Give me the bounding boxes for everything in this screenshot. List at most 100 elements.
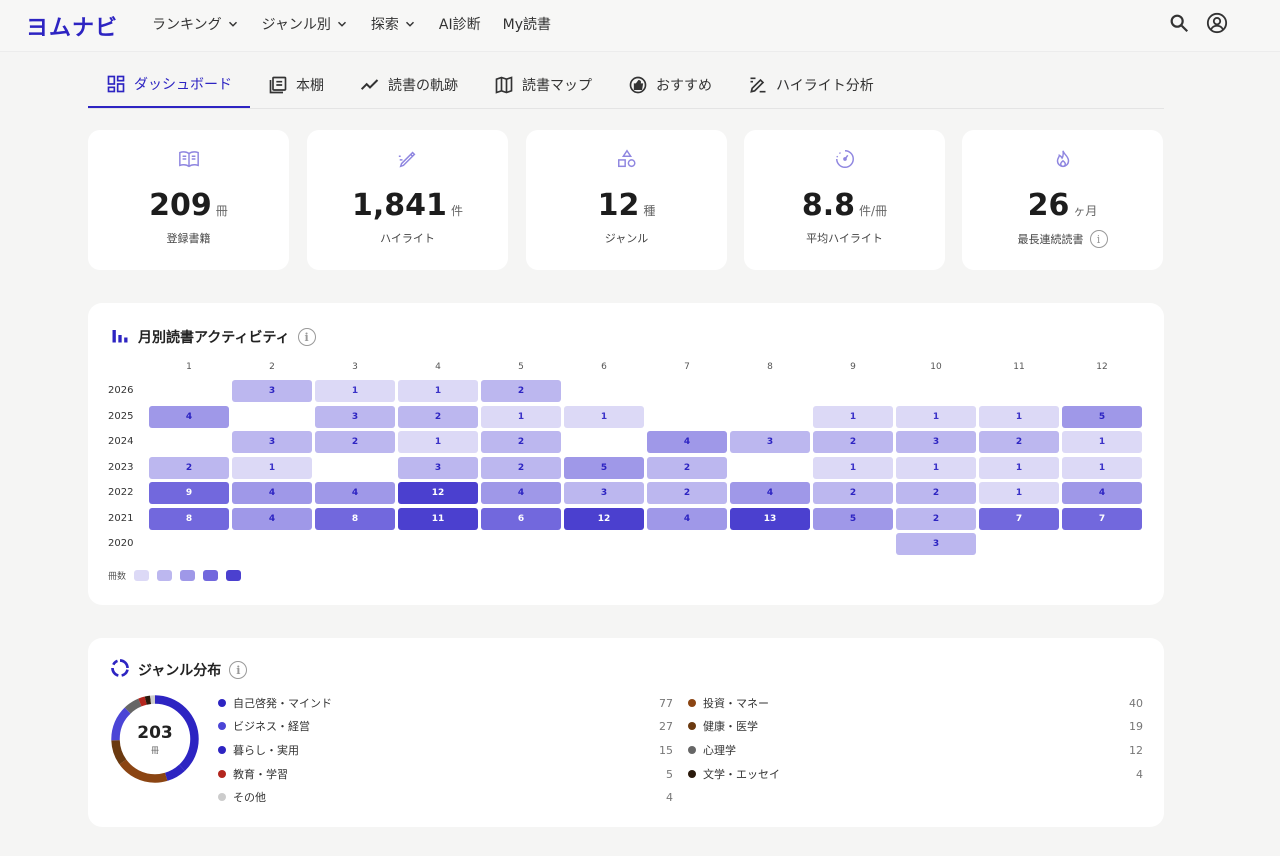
tab-dashboard[interactable]: ダッシュボード bbox=[88, 62, 250, 108]
heatmap-cell[interactable]: 7 bbox=[1062, 507, 1142, 530]
heatmap-cell[interactable]: 1 bbox=[979, 482, 1059, 504]
heatmap-cell[interactable]: 2 bbox=[647, 482, 727, 504]
heatmap-cell[interactable]: 13 bbox=[730, 507, 810, 530]
heatmap-cell[interactable]: 1 bbox=[398, 431, 478, 453]
tab-recommend[interactable]: おすすめ bbox=[610, 62, 730, 108]
heatmap-cell[interactable]: 2 bbox=[481, 380, 561, 402]
nav-ranking[interactable]: ランキング bbox=[152, 14, 240, 34]
info-icon[interactable]: i bbox=[1089, 230, 1108, 248]
heatmap-cell[interactable]: 2 bbox=[481, 456, 561, 479]
heatmap-cell[interactable]: 1 bbox=[979, 405, 1059, 428]
nav-explore[interactable]: 探索 bbox=[371, 14, 417, 34]
stat-card-streak: 26 ヶ月 最長連続読書 i bbox=[962, 130, 1163, 270]
heatmap-cell[interactable]: 1 bbox=[1062, 456, 1142, 479]
heatmap-cell[interactable]: 3 bbox=[232, 380, 312, 402]
donut-slice[interactable] bbox=[111, 695, 199, 783]
heatmap-cell[interactable]: 8 bbox=[149, 507, 229, 530]
heatmap-cell[interactable]: 11 bbox=[398, 507, 478, 530]
heatmap-cell[interactable]: 4 bbox=[730, 482, 810, 504]
heatmap-cell[interactable]: 12 bbox=[564, 507, 644, 530]
info-icon[interactable]: i bbox=[229, 661, 248, 679]
heatmap-cell[interactable]: 1 bbox=[315, 380, 395, 402]
tab-reading-map[interactable]: 読書マップ bbox=[476, 62, 610, 108]
heatmap-cell[interactable]: 4 bbox=[315, 482, 395, 504]
tab-label: ハイライト分析 bbox=[776, 78, 874, 94]
heatmap-cell[interactable]: 1 bbox=[398, 380, 478, 402]
heatmap-cell[interactable]: 2 bbox=[149, 456, 229, 479]
genre-name: 自己啓発・マインド bbox=[233, 697, 332, 710]
heatmap-cell[interactable]: 3 bbox=[896, 533, 976, 555]
nav-label: ジャンル別 bbox=[261, 17, 331, 33]
heatmap-cell[interactable]: 3 bbox=[398, 456, 478, 479]
heatmap-cell[interactable]: 8 bbox=[315, 507, 395, 530]
heatmap-cell[interactable]: 4 bbox=[647, 507, 727, 530]
nav-genre[interactable]: ジャンル別 bbox=[262, 14, 349, 34]
heatmap-cell[interactable]: 4 bbox=[149, 405, 229, 428]
tab-label: 本棚 bbox=[296, 78, 324, 94]
heatmap-cell[interactable]: 5 bbox=[564, 456, 644, 479]
genre-title: ジャンル分布 i bbox=[110, 658, 248, 682]
heatmap-cell[interactable]: 2 bbox=[979, 431, 1059, 453]
heatmap-cell[interactable]: 1 bbox=[232, 456, 312, 479]
genre-item: 健康・医学 19 bbox=[688, 717, 1143, 735]
tab-reading-trail[interactable]: 読書の軌跡 bbox=[342, 62, 476, 108]
tab-bookshelf[interactable]: 本棚 bbox=[250, 62, 342, 108]
search-icon[interactable] bbox=[1168, 12, 1190, 34]
heatmap-cell[interactable]: 2 bbox=[896, 507, 976, 530]
heatmap-cell[interactable]: 4 bbox=[481, 482, 561, 504]
dashboard-tabs: ダッシュボード 本棚 読書の軌跡 読書マップ おすすめ ハイライト分析 bbox=[88, 62, 1164, 109]
heatmap-cell[interactable]: 3 bbox=[896, 431, 976, 453]
heatmap-cell[interactable]: 1 bbox=[896, 456, 976, 479]
heatmap-cell[interactable]: 2 bbox=[813, 482, 893, 504]
info-icon[interactable]: i bbox=[297, 328, 316, 346]
stat-value: 209 bbox=[149, 188, 212, 223]
heatmap-cell[interactable]: 6 bbox=[481, 507, 561, 530]
nav-my-reading[interactable]: My読書 bbox=[503, 14, 551, 34]
stat-label: ジャンル bbox=[604, 232, 649, 245]
account-icon[interactable] bbox=[1206, 12, 1228, 34]
heatmap-cell[interactable]: 1 bbox=[813, 405, 893, 428]
heatmap-cell[interactable]: 4 bbox=[232, 482, 312, 504]
heatmap-cell[interactable]: 3 bbox=[730, 431, 810, 453]
heatmap-cell[interactable]: 3 bbox=[232, 431, 312, 453]
heatmap-cell[interactable]: 4 bbox=[1062, 482, 1142, 504]
heatmap-cell[interactable]: 7 bbox=[979, 507, 1059, 530]
nav-ai-diagnosis[interactable]: AI診断 bbox=[439, 14, 481, 34]
heatmap-cell[interactable]: 2 bbox=[896, 482, 976, 504]
heatmap-cell[interactable]: 3 bbox=[315, 405, 395, 428]
genre-count: 40 bbox=[1129, 696, 1143, 710]
heatmap-cell[interactable]: 5 bbox=[813, 507, 893, 530]
heatmap-cell[interactable]: 4 bbox=[647, 431, 727, 453]
nav-label: AI診断 bbox=[438, 17, 481, 33]
top-header: ヨムナビ ランキング ジャンル別 探索 AI診断 My読書 bbox=[0, 0, 1280, 52]
donut-slice[interactable] bbox=[111, 695, 199, 783]
heatmap-cell[interactable]: 5 bbox=[1062, 405, 1142, 428]
donut-slice[interactable] bbox=[111, 695, 199, 783]
year-label: 2024 bbox=[108, 436, 134, 447]
genre-title-text: ジャンル分布 bbox=[138, 663, 222, 679]
site-logo[interactable]: ヨムナビ bbox=[26, 16, 119, 41]
heatmap-cell[interactable]: 2 bbox=[398, 405, 478, 428]
heatmap-cell[interactable]: 1 bbox=[896, 405, 976, 428]
heatmap-cell[interactable]: 12 bbox=[398, 482, 478, 504]
tab-highlight-analysis[interactable]: ハイライト分析 bbox=[730, 62, 892, 108]
heatmap-cell[interactable]: 1 bbox=[1062, 431, 1142, 453]
heatmap-cell[interactable]: 1 bbox=[481, 405, 561, 428]
heatmap-cell[interactable]: 9 bbox=[149, 482, 229, 504]
heatmap-cell[interactable]: 3 bbox=[564, 482, 644, 504]
heatmap-cell[interactable]: 2 bbox=[315, 431, 395, 453]
heatmap-cell[interactable]: 4 bbox=[232, 507, 312, 530]
heatmap-cell[interactable]: 1 bbox=[813, 456, 893, 479]
stat-value: 1,841 bbox=[352, 188, 447, 223]
stat-label: 平均ハイライト bbox=[806, 232, 883, 245]
genre-name: 心理学 bbox=[703, 744, 736, 757]
heatmap-cell[interactable]: 2 bbox=[813, 431, 893, 453]
year-label: 2026 bbox=[108, 385, 134, 396]
heatmap-cell[interactable]: 1 bbox=[979, 456, 1059, 479]
stat-unit: 冊 bbox=[215, 204, 228, 218]
map-icon bbox=[495, 76, 513, 94]
heatmap-cell[interactable]: 1 bbox=[564, 405, 644, 428]
heatmap-cell[interactable]: 2 bbox=[647, 456, 727, 479]
heatmap-cell[interactable]: 2 bbox=[481, 431, 561, 453]
stat-unit: 種 bbox=[643, 204, 656, 218]
